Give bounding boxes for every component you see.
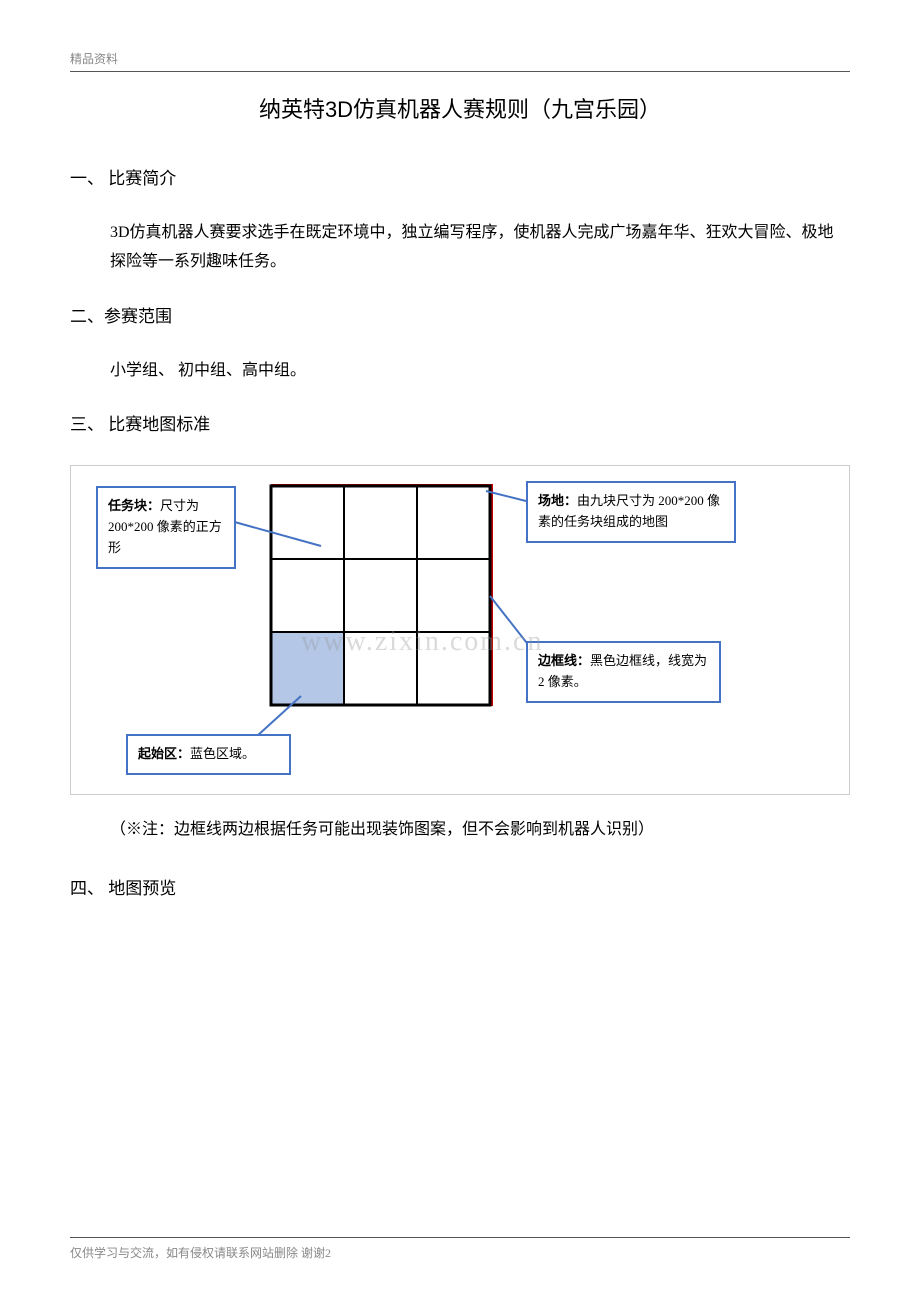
- label-border-bold: 边框线：: [538, 653, 590, 668]
- label-start-text: 蓝色区域。: [190, 746, 255, 761]
- section-4-heading: 四、 地图预览: [70, 874, 850, 899]
- section-1-body: 3D仿真机器人赛要求选手在既定环境中，独立编写程序，使机器人完成广场嘉年华、狂欢…: [110, 219, 845, 277]
- footer-divider: [70, 1237, 850, 1238]
- connector-task: [231, 521, 321, 546]
- section-2-heading: 二、参赛范围: [70, 302, 850, 327]
- label-field-bold: 场地：: [538, 493, 577, 508]
- label-task-bold: 任务块：: [108, 498, 160, 513]
- label-field: 场地：由九块尺寸为 200*200 像素的任务块组成的地图: [526, 481, 736, 543]
- label-task-block: 任务块：尺寸为 200*200 像素的正方形: [96, 486, 236, 568]
- footer: 仅供学习与交流，如有侵权请联系网站删除 谢谢2: [70, 1237, 850, 1262]
- map-diagram: 任务块：尺寸为 200*200 像素的正方形 场地：由九块尺寸为 200*200…: [70, 465, 850, 795]
- label-start: 起始区：蓝色区域。: [126, 734, 291, 775]
- start-area-fill: [272, 633, 344, 705]
- footer-text: 仅供学习与交流，如有侵权请联系网站删除 谢谢: [70, 1246, 325, 1260]
- page-title: 纳英特3D仿真机器人赛规则（九宫乐园）: [70, 92, 850, 124]
- section-1-heading: 一、 比赛简介: [70, 164, 850, 189]
- footer-page: 2: [325, 1246, 331, 1260]
- header-divider: [70, 71, 850, 72]
- label-start-bold: 起始区：: [138, 746, 190, 761]
- label-border: 边框线：黑色边框线，线宽为 2 像素。: [526, 641, 721, 703]
- section-2-body: 小学组、 初中组、高中组。: [110, 357, 845, 386]
- diagram-note: （※注：边框线两边根据任务可能出现装饰图案，但不会影响到机器人识别）: [110, 815, 850, 839]
- header-label: 精品资料: [70, 50, 850, 67]
- section-3-heading: 三、 比赛地图标准: [70, 410, 850, 435]
